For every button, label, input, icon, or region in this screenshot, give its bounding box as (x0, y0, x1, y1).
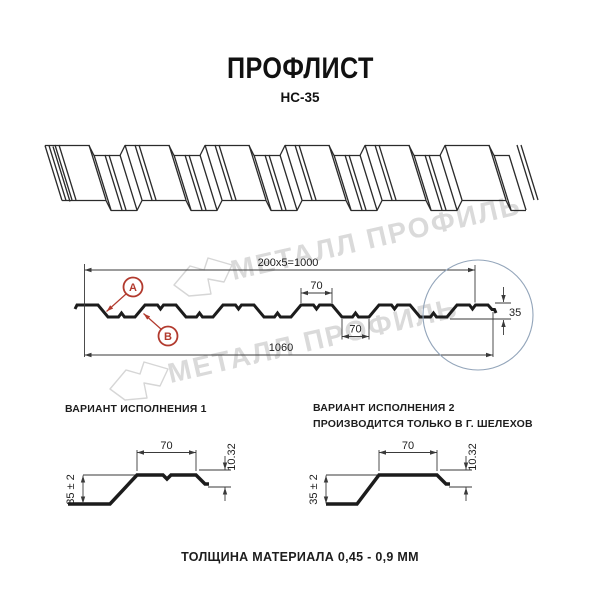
point-a-label: А (129, 282, 137, 294)
variant-1-title: ВАРИАНТ ИСПОЛНЕНИЯ 1 (65, 403, 207, 415)
dim-height-label: 35 (509, 307, 521, 319)
dim-pitch-total-label: 200x5=1000 (258, 257, 319, 269)
variant-1-detail: 70 10.32 35 ± 2 (65, 440, 238, 506)
v2-dim-lip-label: 10.32 (467, 443, 479, 471)
dim-valley-width-label: 70 (349, 324, 361, 336)
v2-dim-height-label: 35 ± 2 (308, 474, 320, 505)
page-title: ПРОФЛИСТ (226, 52, 374, 85)
v1-dim-lip-label: 10.32 (226, 443, 238, 471)
variant-2-title-line2: ПРОИЗВОДИТСЯ ТОЛЬКО В Г. ШЕЛЕХОВ (313, 417, 533, 430)
variant-2-detail: 70 10.32 35 ± 2 (308, 440, 479, 506)
profile-model-label: НС-35 (280, 90, 320, 105)
point-b-label: В (164, 331, 172, 343)
callout-a: А (106, 276, 144, 312)
dim-crest-width-label: 70 (310, 280, 322, 292)
v2-dim-top-label: 70 (402, 440, 414, 452)
cross-section-diagram: 200x5=1000 1060 70 70 35 А В (73, 257, 534, 371)
callout-b: В (143, 313, 179, 347)
v1-dim-top-label: 70 (160, 440, 172, 452)
header: ПРОФЛИСТ НС-35 (0, 52, 600, 105)
variant-2-title: ВАРИАНТ ИСПОЛНЕНИЯ 2 ПРОИЗВОДИТСЯ ТОЛЬКО… (313, 401, 533, 432)
brand-logo-watermark (109, 361, 169, 401)
dim-overall-width-label: 1060 (269, 342, 293, 354)
v1-dim-height-label: 35 ± 2 (65, 474, 77, 505)
sheet-3d-view (44, 144, 539, 212)
variant-2-title-line1: ВАРИАНТ ИСПОЛНЕНИЯ 2 (313, 402, 455, 414)
material-thickness-note: ТОЛЩИНА МАТЕРИАЛА 0,45 - 0,9 ММ (181, 550, 419, 564)
detail-zoom-circle (422, 259, 534, 371)
profile-outline (73, 303, 498, 319)
